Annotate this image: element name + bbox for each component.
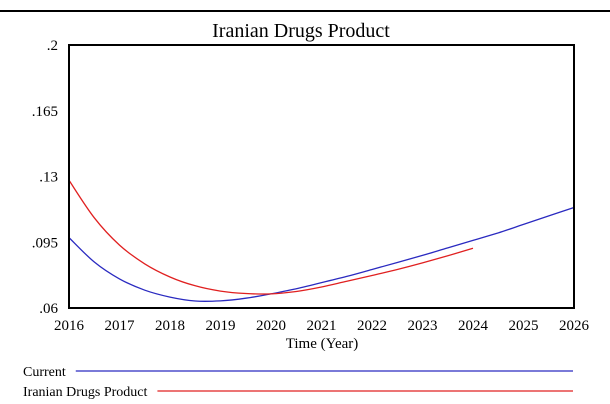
x-tick-label: 2020 <box>256 318 286 334</box>
y-axis-ticks: .2 .165 .13 .095 .06 <box>32 38 59 317</box>
x-tick-label: 2021 <box>307 318 337 334</box>
series-line-1 <box>68 179 474 295</box>
legend-label-0: Current <box>23 365 66 380</box>
x-axis-label: Time (Year) <box>286 336 359 352</box>
x-tick-label: 2018 <box>155 318 185 334</box>
x-tick-label: 2016 <box>54 318 85 334</box>
series-group <box>68 179 575 303</box>
x-tick-label: 2022 <box>357 318 387 334</box>
x-tick-label: 2019 <box>206 318 236 334</box>
chart-title: Iranian Drugs Product <box>212 20 390 42</box>
legend: Current Iranian Drugs Product <box>23 365 573 400</box>
y-tick-label: .06 <box>39 301 58 317</box>
x-tick-label: 2024 <box>458 318 489 334</box>
x-tick-label: 2023 <box>408 318 438 334</box>
legend-label-1: Iranian Drugs Product <box>23 385 148 400</box>
x-axis-ticks: 2016 2017 2018 2019 2020 2021 2022 2023 2024 2025… <box>54 318 590 334</box>
x-tick-label: 2026 <box>559 318 590 334</box>
series-line-0 <box>68 206 575 303</box>
y-tick-label: .2 <box>47 38 58 54</box>
x-tick-label: 2017 <box>105 318 136 334</box>
y-tick-label: .165 <box>32 104 58 120</box>
y-tick-label: .13 <box>39 170 58 186</box>
y-tick-label: .095 <box>32 235 58 251</box>
plot-frame <box>68 44 575 309</box>
x-tick-label: 2025 <box>509 318 539 334</box>
top-rule <box>0 10 610 12</box>
